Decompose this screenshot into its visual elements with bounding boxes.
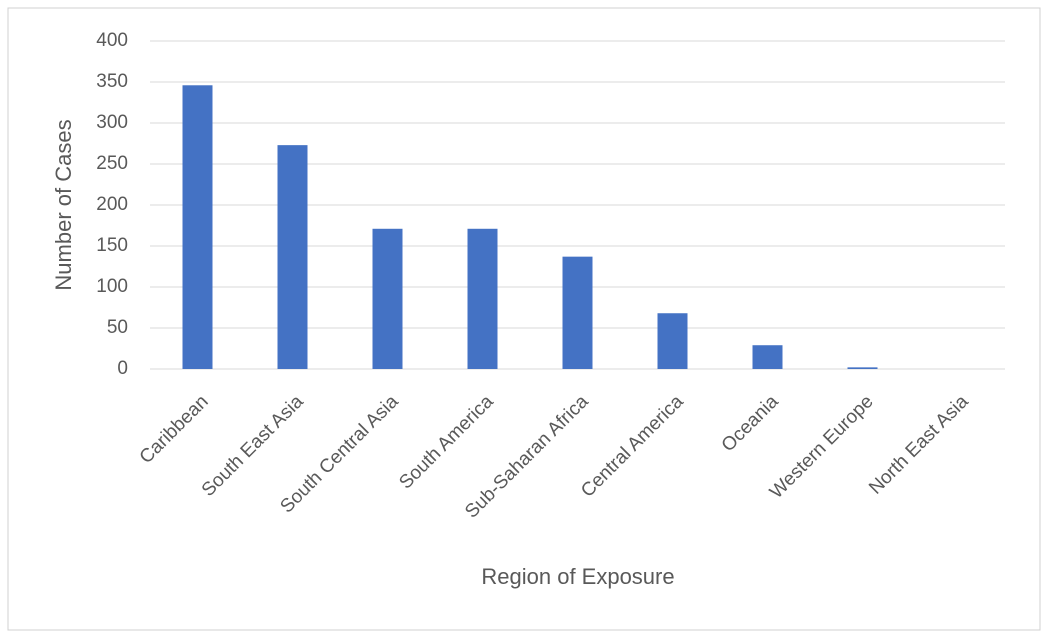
y-tick-label: 300 <box>96 112 128 133</box>
bar <box>372 228 403 369</box>
y-tick-label: 250 <box>96 153 128 174</box>
y-tick-label: 350 <box>96 71 128 92</box>
bar <box>847 367 878 369</box>
y-tick-label: 200 <box>96 194 128 215</box>
y-tick-label: 50 <box>107 317 128 338</box>
bar <box>657 313 688 369</box>
bar <box>467 228 498 369</box>
y-axis-title: Number of Cases <box>51 119 76 290</box>
bar <box>182 85 213 369</box>
y-tick-label: 0 <box>117 358 128 379</box>
bar <box>562 256 593 369</box>
y-tick-label: 100 <box>96 276 128 297</box>
bar <box>752 345 783 369</box>
chart-border <box>7 7 1041 631</box>
y-tick-label: 150 <box>96 235 128 256</box>
bar <box>277 145 308 369</box>
x-axis-title: Region of Exposure <box>481 564 674 589</box>
y-tick-label: 400 <box>96 30 128 51</box>
